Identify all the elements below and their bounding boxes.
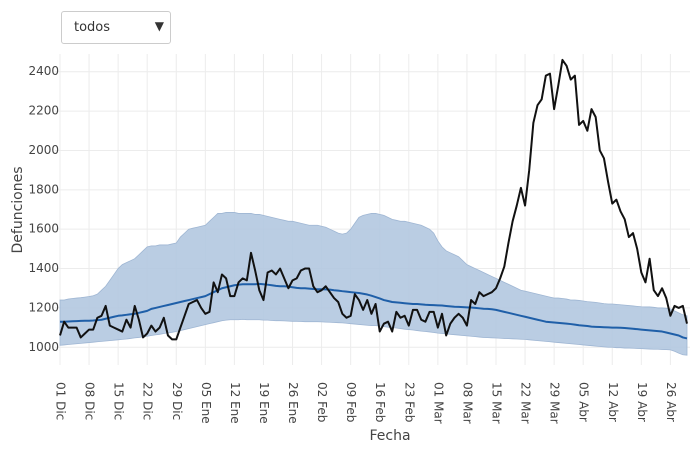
y-tick-label: 1600: [28, 222, 59, 236]
y-tick-label: 1800: [28, 182, 59, 196]
dropdown-value: todos: [74, 20, 111, 35]
x-tick-label: 26 Ene: [286, 382, 300, 424]
confidence-band: [59, 212, 688, 356]
x-tick-label: 09 Feb: [344, 382, 358, 422]
x-tick-label: 22 Dic: [141, 382, 155, 420]
x-tick-label: 05 Ene: [199, 382, 213, 424]
x-tick-label: 02 Feb: [315, 382, 329, 422]
x-tick-label: 22 Mar: [519, 382, 533, 424]
x-tick-label: 01 Dic: [54, 382, 68, 420]
x-tick-label: 15 Mar: [489, 382, 503, 424]
y-tick-label: 1200: [28, 300, 59, 314]
x-tick-label: 12 Abr: [606, 382, 620, 422]
x-tick-label: 19 Abr: [635, 382, 649, 422]
x-tick-label: 01 Mar: [431, 382, 445, 424]
x-tick-label: 08 Dic: [83, 382, 97, 420]
x-tick-label: 29 Dic: [170, 382, 184, 420]
x-tick-label: 26 Abr: [664, 382, 678, 422]
y-tick-label: 2200: [28, 104, 59, 118]
dropdown-arrow: ▼: [154, 19, 164, 33]
y-tick-label: 2400: [28, 64, 59, 78]
dropdown[interactable]: todos ▼: [61, 11, 171, 44]
y-tick-label: 2000: [28, 143, 59, 157]
x-tick-label: 29 Mar: [548, 382, 562, 424]
x-tick-label: 19 Ene: [257, 382, 271, 424]
x-tick-label: 05 Abr: [577, 382, 591, 422]
y-axis-label: Defunciones: [10, 166, 26, 253]
series-line: [59, 58, 688, 341]
y-tick-label: 1000: [28, 340, 59, 354]
x-axis-label: Fecha: [369, 428, 410, 444]
x-tick-label: 12 Ene: [228, 382, 242, 424]
x-tick-label: 15 Dic: [112, 382, 126, 420]
y-tick-label: 1400: [28, 261, 59, 275]
x-tick-label: 16 Feb: [373, 382, 387, 422]
x-tick-label: 08 Mar: [460, 382, 474, 424]
series-line: [60, 282, 688, 340]
x-tick-label: 23 Feb: [402, 382, 416, 422]
